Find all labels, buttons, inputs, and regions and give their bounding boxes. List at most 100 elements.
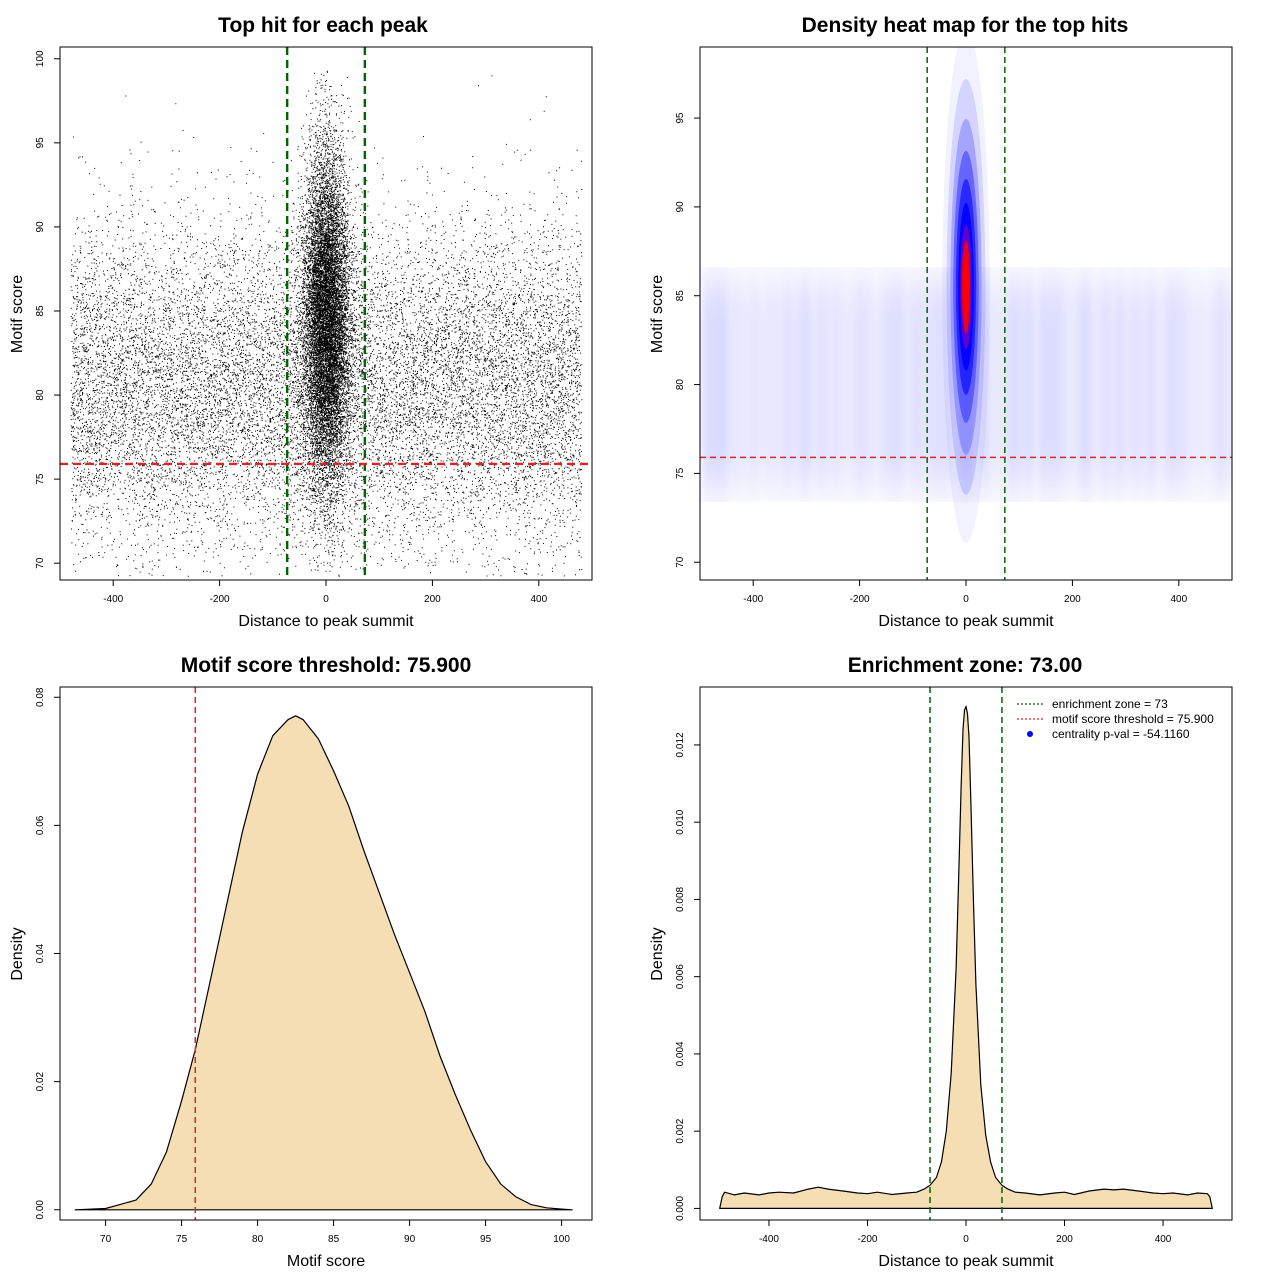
heatmap-cell: [1197, 277, 1207, 492]
heatmap-cell: [1070, 277, 1080, 492]
heatmap-cell: [885, 277, 895, 492]
heatmap-cell: [993, 277, 1003, 492]
heatmap-cell: [910, 277, 920, 492]
panel-title: Motif score threshold: 75.900: [181, 654, 472, 677]
heatmap-cell: [1063, 277, 1073, 492]
x-tick-label: -200: [210, 594, 230, 605]
heatmap-cell: [731, 277, 741, 492]
x-tick-label: -400: [743, 594, 763, 605]
heatmap-cell: [923, 277, 933, 492]
y-tick-label: 90: [35, 221, 46, 233]
heatmap-cell: [1051, 277, 1061, 492]
heatmap-cell: [1172, 277, 1182, 492]
x-axis-label: Motif score: [287, 1253, 365, 1270]
x-tick-label: 200: [1064, 594, 1081, 605]
panel-title: Density heat map for the top hits: [802, 14, 1129, 37]
x-tick-label: 200: [1056, 1234, 1073, 1245]
y-tick-label: 85: [675, 290, 686, 302]
density-area: [719, 705, 1213, 1209]
heatmap-cell: [700, 277, 709, 492]
x-tick-label: -400: [759, 1234, 779, 1245]
x-tick-label: 0: [963, 1234, 969, 1245]
heatmap-cell: [1031, 277, 1041, 492]
plot-frame: [59, 46, 593, 581]
y-tick-label: 0.04: [35, 943, 46, 963]
heatmap-cell: [1044, 277, 1054, 492]
y-tick-label: 95: [35, 137, 46, 149]
heatmap-cell: [1019, 277, 1029, 492]
x-tick-label: 0: [323, 594, 329, 605]
reference-lines: [929, 687, 1003, 1220]
heatmap-cell: [1127, 277, 1137, 492]
y-axis-label: Density: [9, 927, 26, 980]
heatmap-cell: [891, 277, 901, 492]
heatmap-cell: [725, 277, 735, 492]
heatmap-cell: [757, 277, 767, 492]
x-tick-label: -200: [850, 594, 870, 605]
y-axis: 70 75 80 85 90 95: [675, 112, 701, 568]
heatmap-cell: [1114, 277, 1124, 492]
scatter-points: [70, 70, 583, 577]
y-tick-label: 80: [675, 379, 686, 391]
heatmap-cell: [980, 277, 990, 492]
reference-lines: [60, 47, 592, 580]
y-tick-label: 0.010: [675, 809, 686, 834]
panel-heatmap: Density heat map for the top hits -400 -2…: [649, 14, 1233, 630]
heatmap-cell: [859, 277, 869, 492]
heatmap-cell: [789, 277, 799, 492]
heatmap-cell: [1076, 277, 1086, 492]
legend-label: motif score threshold = 75.900: [1052, 712, 1214, 726]
heatmap-cell: [1153, 277, 1163, 492]
legend-label: centrality p-val = -54.1160: [1052, 727, 1190, 741]
y-axis-label: Motif score: [649, 275, 666, 353]
heatmap-cell: [1166, 277, 1176, 492]
x-tick-label: 85: [328, 1234, 340, 1245]
heatmap-cell: [706, 277, 716, 492]
y-axis: 70 75 80 85 90 95 100: [35, 50, 61, 569]
heatmap-cell: [1102, 277, 1112, 492]
heatmap-cell: [802, 277, 812, 492]
heatmap-cell: [1217, 277, 1227, 492]
heatmap-cell: [1083, 277, 1093, 492]
x-tick-label: 400: [1155, 1234, 1172, 1245]
heatmap-cell: [1000, 277, 1010, 492]
y-tick-label: 0.012: [675, 732, 686, 757]
legend: enrichment zone = 73 motif score thresho…: [1017, 697, 1214, 741]
heatmap-cell: [1134, 277, 1144, 492]
density-level: [963, 254, 969, 319]
heatmap-cell: [821, 277, 831, 492]
heatmap-density: [700, 47, 1232, 580]
x-tick-label: 200: [424, 594, 441, 605]
density-curve: [74, 715, 573, 1211]
x-axis: -400 -200 0 200 400: [759, 1219, 1172, 1245]
heatmap-cell: [1038, 277, 1048, 492]
heatmap-cell: [1185, 277, 1195, 492]
heatmap-cell: [782, 277, 792, 492]
y-tick-label: 0.004: [675, 1041, 686, 1066]
x-tick-label: 70: [100, 1234, 112, 1245]
heatmap-cell: [776, 277, 786, 492]
heatmap-cell: [904, 277, 914, 492]
heatmap-cell: [840, 277, 850, 492]
heatmap-cell: [917, 277, 927, 492]
heatmap-cell: [872, 277, 882, 492]
x-tick-label: 400: [530, 594, 547, 605]
x-tick-label: 80: [252, 1234, 264, 1245]
heatmap-cell: [987, 277, 997, 492]
heatmap-cell: [738, 277, 748, 492]
x-tick-label: 400: [1170, 594, 1187, 605]
heatmap-cell: [897, 277, 907, 492]
heatmap-cell: [929, 277, 939, 492]
y-tick-label: 0.00: [35, 1200, 46, 1220]
heatmap-background-density: [700, 277, 1232, 492]
legend-label: enrichment zone = 73: [1052, 697, 1168, 711]
heatmap-cell: [814, 277, 824, 492]
heatmap-cell: [955, 277, 965, 492]
density-area: [74, 715, 573, 1211]
heatmap-cell: [853, 277, 863, 492]
x-axis-label: Distance to peak summit: [878, 1253, 1054, 1270]
y-tick-label: 95: [675, 112, 686, 124]
heatmap-cell: [846, 277, 856, 492]
y-tick-label: 0.006: [675, 964, 686, 989]
